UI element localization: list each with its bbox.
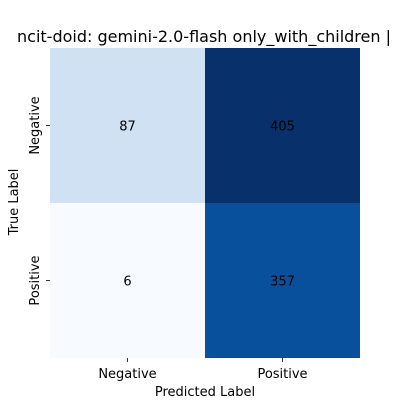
heatmap-cell-0-1 — [205, 48, 360, 203]
heatmap-cell-1-1 — [205, 203, 360, 358]
y-tick-label: Positive — [28, 255, 43, 305]
heatmap-cells: 87 405 6 357 — [50, 48, 360, 358]
chart-title: ncit-doid: gemini-2.0-flash only_with_ch… — [17, 27, 391, 47]
heatmap-cell-0-0 — [50, 48, 205, 203]
cell-value-label-1-1: 357 — [270, 275, 295, 290]
cell-value-label-0-1: 405 — [270, 120, 295, 135]
y-axis-label: True Label — [7, 169, 22, 237]
cell-value-label-1-0: 6 — [123, 275, 131, 290]
x-tick-label: Positive — [257, 367, 307, 382]
x-tick-label: Negative — [98, 367, 156, 382]
x-axis-label: Predicted Label — [155, 385, 255, 400]
axis-ticks: Negative Positive Negative Positive — [28, 96, 308, 382]
heatmap-cell-1-0 — [50, 203, 205, 358]
cell-value-label-0-0: 87 — [119, 120, 136, 135]
y-tick-label: Negative — [28, 96, 43, 154]
